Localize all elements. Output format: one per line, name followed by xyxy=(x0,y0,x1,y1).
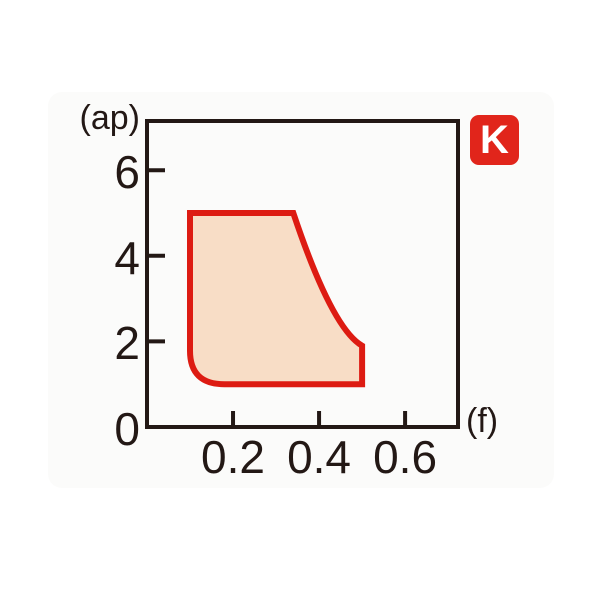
plot-border xyxy=(145,119,460,429)
x-tick-label: 0.4 xyxy=(287,431,352,483)
x-tick-label: 0.6 xyxy=(373,431,438,483)
x-tick-label: 0.2 xyxy=(201,431,265,483)
recommended-range-region xyxy=(187,210,366,388)
x-axis-label: (f) xyxy=(466,402,499,440)
y-tick-label: 6 xyxy=(114,146,140,199)
material-k-badge: K xyxy=(470,115,519,165)
y-tick-label: 0 xyxy=(114,403,140,455)
y-axis-label: (ap) xyxy=(79,99,140,137)
y-tick-label: 4 xyxy=(114,231,140,284)
y-tick-label: 2 xyxy=(114,317,140,370)
